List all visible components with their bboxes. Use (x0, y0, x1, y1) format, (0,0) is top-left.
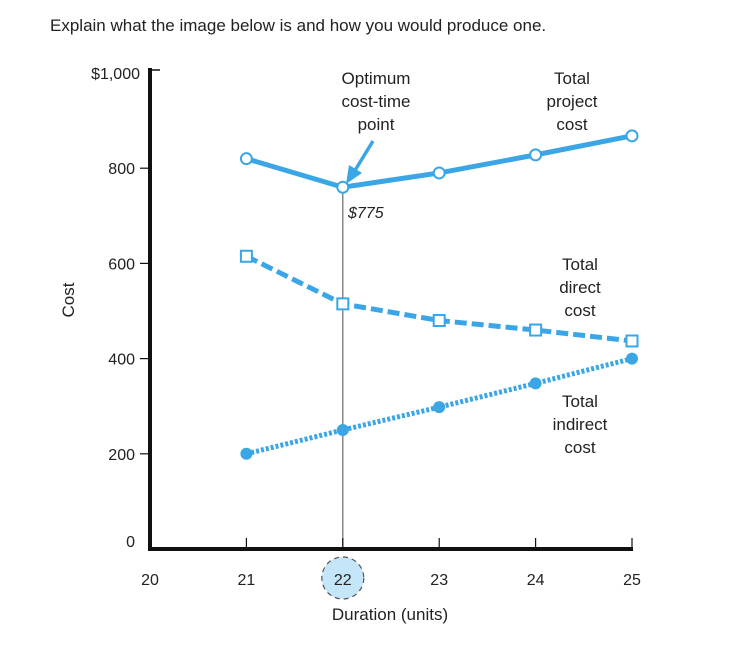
optimum-label: cost-time (342, 92, 411, 111)
y-tick-label: 200 (108, 447, 135, 464)
data-point (626, 352, 638, 365)
data-point (240, 447, 253, 460)
data-point (336, 297, 350, 311)
series-label: direct (559, 278, 601, 297)
y-tick-label: $1,000 (91, 66, 140, 83)
series-label: indirect (553, 415, 608, 434)
data-point (529, 323, 543, 337)
series-label: Total (562, 255, 598, 274)
highlight-circle (321, 556, 365, 600)
data-point (433, 401, 446, 414)
series-label: cost (564, 301, 595, 320)
data-point (625, 129, 639, 143)
question-text: Explain what the image below is and how … (50, 16, 547, 35)
y-axis-label: Cost (59, 282, 78, 317)
x-axis-label: Duration (units) (332, 605, 448, 624)
data-point (336, 424, 349, 436)
series-line-0 (245, 133, 633, 190)
data-point (529, 377, 542, 390)
y-tick-label: 800 (108, 161, 135, 178)
data-point (239, 152, 253, 166)
x-tick-label: 22 (334, 572, 352, 589)
series-label: Total (554, 69, 590, 88)
data-point (239, 249, 253, 263)
y-tick-label: 600 (108, 256, 135, 273)
series-label: project (546, 92, 597, 111)
series-label: cost (556, 115, 587, 134)
data-point (625, 334, 639, 348)
series-label: cost (564, 438, 595, 457)
x-tick-label: 23 (430, 572, 448, 589)
data-point (432, 314, 446, 328)
optimum-arrowhead (346, 165, 362, 184)
x-tick-label: 25 (623, 572, 641, 589)
optimum-label: point (358, 115, 395, 134)
optimum-label: Optimum (342, 69, 411, 88)
y-tick-label: 0 (126, 534, 135, 551)
data-point (529, 148, 543, 162)
data-point (432, 166, 446, 180)
optimum-arrow (352, 140, 375, 173)
series-label: Total (562, 392, 598, 411)
optimum-value-label: $775 (347, 205, 384, 222)
x-tick-label: 20 (141, 572, 159, 589)
x-tick-label: 24 (527, 572, 545, 589)
data-point (336, 180, 350, 194)
series-line-2 (245, 356, 633, 457)
y-tick-label: 400 (108, 352, 135, 369)
x-tick-label: 21 (238, 572, 256, 589)
